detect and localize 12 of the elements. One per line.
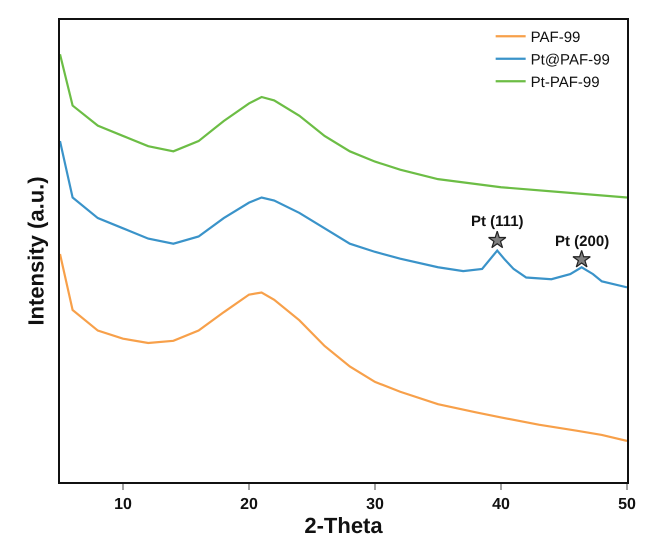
x-axis-title: 2-Theta xyxy=(304,513,384,538)
legend-label: PAF-99 xyxy=(530,29,580,46)
x-tick-label: 10 xyxy=(114,496,132,514)
x-tick-label: 20 xyxy=(240,496,258,514)
annotation: Pt (111) xyxy=(471,213,524,230)
y-axis-title: Intensity (a.u.) xyxy=(23,176,48,326)
legend-label: Pt@PAF-99 xyxy=(530,52,610,69)
legend-label: Pt-PAF-99 xyxy=(530,74,600,92)
x-tick-label: 40 xyxy=(492,496,510,514)
annotation: Pt (200) xyxy=(555,233,610,250)
x-tick-label: 30 xyxy=(366,496,384,514)
x-tick-label: 50 xyxy=(618,496,636,514)
